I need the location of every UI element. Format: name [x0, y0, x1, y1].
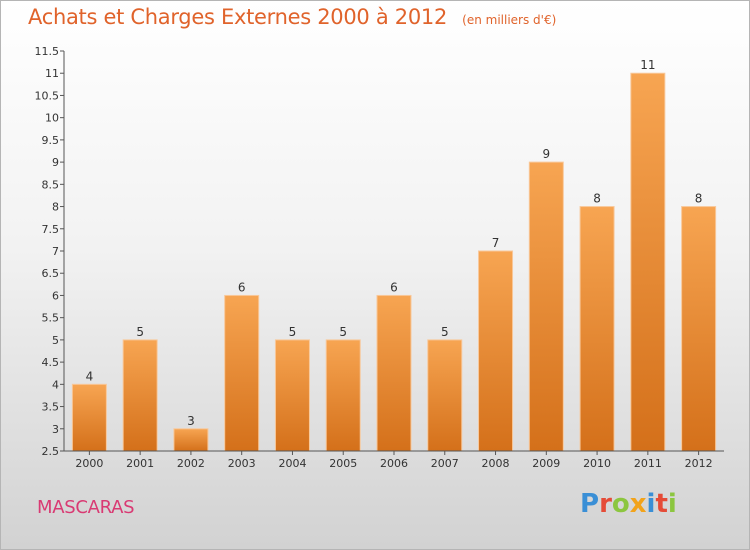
bar: [71, 383, 107, 452]
x-tick-label: 2008: [482, 457, 510, 470]
bar-value-label: 7: [492, 236, 500, 250]
brand-letter: t: [655, 489, 668, 519]
bar: [325, 339, 361, 452]
bar: [274, 339, 310, 452]
bars-group: 4 5 3 6 5 5 6 5 7 9 8 11 8: [71, 58, 717, 452]
bar: [579, 206, 615, 452]
brand-logo: Proxiti: [580, 489, 677, 519]
bar: [630, 72, 666, 452]
chart-subtitle: (en milliers d'€): [462, 13, 557, 27]
x-tick-label: 2006: [380, 457, 408, 470]
bar-value-label: 5: [289, 325, 297, 339]
bar-value-label: 4: [86, 369, 94, 383]
bar: [681, 206, 717, 452]
brand-letter: i: [667, 489, 677, 519]
y-tick-label: 5: [52, 334, 59, 347]
y-tick-label: 5.5: [42, 312, 60, 325]
title-row: Achats et Charges Externes 2000 à 2012 (…: [28, 5, 556, 29]
bar-value-label: 9: [542, 147, 550, 161]
bar-value-label: 5: [339, 325, 347, 339]
x-tick-label: 2007: [431, 457, 459, 470]
bar-value-label: 5: [441, 325, 449, 339]
brand-letter: i: [646, 489, 656, 519]
bar-value-label: 6: [238, 280, 246, 294]
bar-value-label: 5: [136, 325, 144, 339]
bar: [122, 339, 158, 452]
axes-group: 2000 2001 2002 2003 2004 2005 2006 2007 2008 2009…: [35, 45, 724, 470]
x-tick-label: 2010: [583, 457, 611, 470]
x-tick-label: 2002: [177, 457, 205, 470]
y-tick-label: 8: [52, 201, 59, 214]
y-tick-label: 8.5: [42, 178, 60, 191]
x-tick-label: 2003: [228, 457, 256, 470]
bar-value-label: 6: [390, 280, 398, 294]
bar-value-label: 8: [695, 192, 703, 206]
bar: [427, 339, 463, 452]
y-tick-label: 9: [52, 156, 59, 169]
y-tick-label: 7: [52, 245, 59, 258]
y-tick-label: 11: [45, 67, 59, 80]
y-tick-label: 7.5: [42, 223, 60, 236]
brand-letter: o: [611, 489, 630, 519]
y-tick-label: 11.5: [35, 45, 60, 58]
y-tick-label: 2.5: [42, 445, 60, 458]
x-tick-label: 2012: [685, 457, 713, 470]
x-tick-label: 2009: [532, 457, 560, 470]
brand-letter: x: [629, 489, 647, 519]
y-tick-label: 4: [52, 378, 59, 391]
y-tick-label: 4.5: [42, 356, 60, 369]
bar: [376, 294, 412, 452]
bar-value-label: 8: [593, 192, 601, 206]
x-tick-label: 2011: [634, 457, 662, 470]
x-tick-label: 2001: [126, 457, 154, 470]
x-tick-label: 2005: [329, 457, 357, 470]
brand-letter: P: [580, 489, 600, 519]
bar: [173, 428, 209, 452]
y-tick-label: 10: [45, 112, 59, 125]
bar: [528, 161, 564, 452]
y-tick-label: 10.5: [35, 89, 60, 102]
commune-name: MASCARAS: [37, 497, 135, 518]
bar-value-label: 11: [640, 58, 655, 72]
brand-letter: r: [599, 489, 612, 519]
bar-value-label: 3: [187, 414, 195, 428]
chart-title: Achats et Charges Externes 2000 à 2012: [28, 5, 448, 29]
y-tick-label: 9.5: [42, 134, 60, 147]
bar: [224, 294, 260, 452]
bar: [478, 250, 514, 452]
x-tick-label: 2000: [75, 457, 103, 470]
y-tick-label: 3.5: [42, 401, 60, 414]
y-tick-label: 3: [52, 423, 59, 436]
y-tick-label: 6: [52, 289, 59, 302]
x-tick-label: 2004: [278, 457, 306, 470]
y-tick-label: 6.5: [42, 267, 60, 280]
